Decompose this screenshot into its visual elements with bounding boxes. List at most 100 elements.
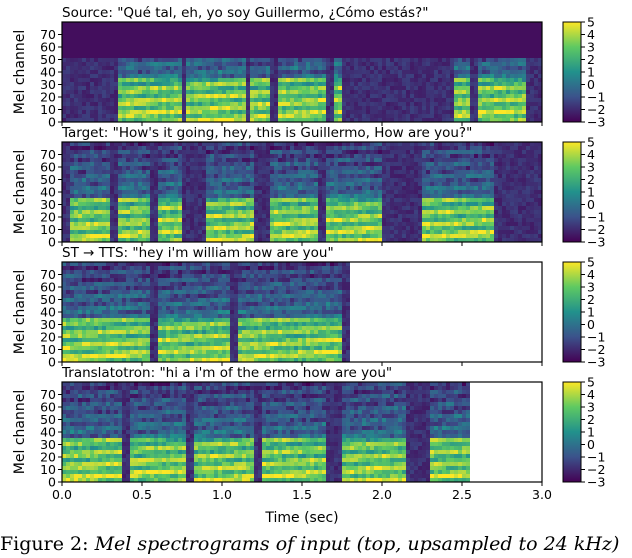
colorbar-tick-label: −1 <box>587 330 605 345</box>
x-tick-label: 1.0 <box>212 487 232 502</box>
y-tick-label: 0 <box>48 235 56 250</box>
colorbar-tick-label: 5 <box>587 15 595 30</box>
colorbar-tick-label: 0 <box>587 77 595 92</box>
panel-title: Translatotron: "hi a i'm of the ermo how… <box>61 365 392 381</box>
y-tick-label: 60 <box>40 400 56 415</box>
x-tick-label: 2.0 <box>372 487 392 502</box>
figure-caption: Figure 2: Mel spectrograms of input (top… <box>0 530 632 558</box>
y-tick-label: 50 <box>40 412 56 427</box>
y-tick-label: 70 <box>40 387 56 402</box>
colorbar-tick-label: 3 <box>587 280 595 295</box>
colorbar-tick-label: 2 <box>587 172 595 187</box>
colorbar-tick-label: 4 <box>587 267 595 282</box>
colorbar-gradient <box>562 261 582 363</box>
y-tick-label: 40 <box>40 305 56 320</box>
colorbar-tick-label: 5 <box>587 255 595 270</box>
colorbar-tick-label: −1 <box>587 90 605 105</box>
y-tick-label: 60 <box>40 280 56 295</box>
y-tick-label: 10 <box>40 102 56 117</box>
y-tick-label: 30 <box>40 437 56 452</box>
x-axis-label: Time (sec) <box>264 510 338 526</box>
y-tick-label: 40 <box>40 425 56 440</box>
colorbar-tick-label: 2 <box>587 292 595 307</box>
y-tick-label: 50 <box>40 52 56 67</box>
colorbar-tick-label: 3 <box>587 160 595 175</box>
colorbar-tick-label: −1 <box>587 210 605 225</box>
colorbar-tick-label: 1 <box>587 185 595 200</box>
y-tick-label: 60 <box>40 40 56 55</box>
y-tick-label: 30 <box>40 317 56 332</box>
colorbar-tick-label: −2 <box>587 462 605 477</box>
colorbar-tick-label: 5 <box>587 135 595 150</box>
spectrogram-panel-2: Target: "How's it going, hey, this is Gu… <box>12 125 605 250</box>
spectrogram-image <box>62 262 350 362</box>
spectrogram-figure: Source: "Qué tal, eh, yo soy Guillermo, … <box>12 5 605 526</box>
x-tick-label: 0.0 <box>52 487 72 502</box>
spectrogram-image <box>62 382 470 482</box>
colorbar-tick-label: 0 <box>587 317 595 332</box>
colorbar-tick-label: 5 <box>587 375 595 390</box>
x-tick-label: 3.0 <box>532 487 552 502</box>
y-tick-label: 0 <box>48 475 56 490</box>
y-axis-label: Mel channel <box>12 150 28 234</box>
panel-title: ST → TTS: "hey i'm william how are you" <box>62 245 334 261</box>
spectrogram-image <box>62 22 542 122</box>
colorbar-tick-label: −1 <box>587 450 605 465</box>
colorbar-tick-label: 0 <box>587 197 595 212</box>
caption-text: Mel spectrograms of input (top, upsample… <box>94 533 620 555</box>
y-tick-label: 0 <box>48 355 56 370</box>
colorbar-tick-label: 2 <box>587 412 595 427</box>
colorbar-tick-label: −2 <box>587 102 605 117</box>
panel-title: Target: "How's it going, hey, this is Gu… <box>61 125 472 141</box>
colorbar-tick-label: 1 <box>587 425 595 440</box>
x-tick-label: 1.5 <box>292 487 312 502</box>
colorbar-tick-label: 4 <box>587 387 595 402</box>
y-tick-label: 20 <box>40 90 56 105</box>
colorbar-tick-label: 0 <box>587 437 595 452</box>
spectrogram-panel-1: Source: "Qué tal, eh, yo soy Guillermo, … <box>12 5 605 130</box>
y-tick-label: 20 <box>40 450 56 465</box>
colorbar-tick-label: −3 <box>587 475 605 490</box>
colorbar-gradient <box>562 141 582 243</box>
colorbar-tick-label: 2 <box>587 52 595 67</box>
y-tick-label: 20 <box>40 330 56 345</box>
colorbar-tick-label: −2 <box>587 342 605 357</box>
y-tick-label: 20 <box>40 210 56 225</box>
caption-label: Figure 2: <box>0 533 89 555</box>
colorbar-tick-label: −3 <box>587 355 605 370</box>
colorbar-tick-label: −2 <box>587 222 605 237</box>
y-tick-label: 70 <box>40 267 56 282</box>
y-axis-label: Mel channel <box>12 270 28 354</box>
y-tick-label: 30 <box>40 197 56 212</box>
spectrogram-panel-4: Translatotron: "hi a i'm of the ermo how… <box>12 365 605 490</box>
y-tick-label: 0 <box>48 115 56 130</box>
colorbar-tick-label: −3 <box>587 115 605 130</box>
colorbar-gradient <box>562 21 582 123</box>
y-tick-label: 60 <box>40 160 56 175</box>
panel-title: Source: "Qué tal, eh, yo soy Guillermo, … <box>62 5 428 21</box>
colorbar-tick-label: 3 <box>587 40 595 55</box>
y-tick-label: 10 <box>40 462 56 477</box>
spectrogram-image <box>62 142 542 242</box>
y-tick-label: 40 <box>40 65 56 80</box>
colorbar-tick-label: 4 <box>587 27 595 42</box>
colorbar-tick-label: 1 <box>587 305 595 320</box>
y-tick-label: 50 <box>40 172 56 187</box>
y-tick-label: 10 <box>40 222 56 237</box>
colorbar-tick-label: 3 <box>587 400 595 415</box>
y-tick-label: 70 <box>40 27 56 42</box>
x-tick-label: 0.5 <box>132 487 152 502</box>
colorbar-tick-label: 1 <box>587 65 595 80</box>
y-tick-label: 30 <box>40 77 56 92</box>
y-tick-label: 70 <box>40 147 56 162</box>
colorbar-tick-label: −3 <box>587 235 605 250</box>
colorbar-tick-label: 4 <box>587 147 595 162</box>
x-tick-label: 2.5 <box>452 487 472 502</box>
colorbar-gradient <box>562 381 582 483</box>
y-tick-label: 40 <box>40 185 56 200</box>
spectrogram-panel-3: ST → TTS: "hey i'm william how are you" M… <box>12 245 605 370</box>
